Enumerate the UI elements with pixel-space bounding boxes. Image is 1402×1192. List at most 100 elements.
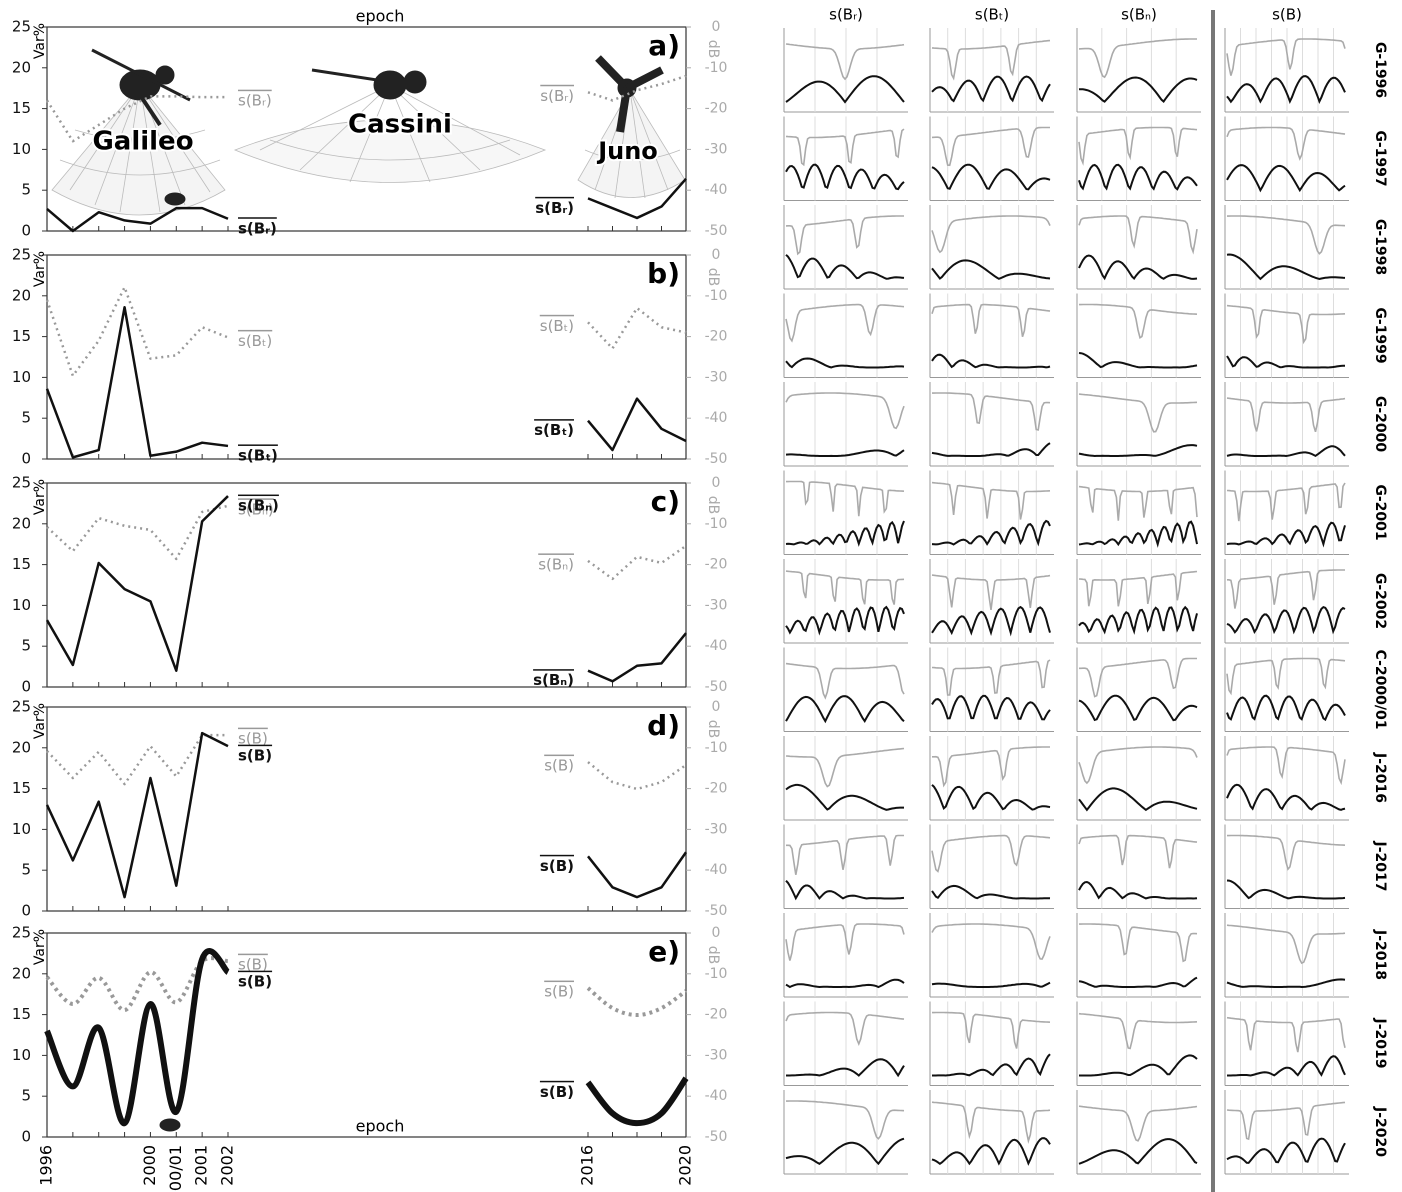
series-line — [47, 287, 228, 376]
thumbnail — [930, 648, 1054, 732]
y-tick-label: 15 — [12, 99, 31, 117]
thumbnail — [784, 382, 908, 466]
thumb-curve-gray — [1227, 483, 1345, 521]
thumbnail — [930, 1002, 1054, 1086]
y2-tick-label: -40 — [705, 182, 728, 198]
thumb-curve-gray — [932, 305, 1050, 337]
thumbnail — [1077, 471, 1201, 555]
thumb-curve-gray — [1227, 747, 1345, 783]
y-tick-label: 5 — [21, 181, 31, 199]
y-axis-label: Var% — [32, 929, 48, 965]
y2-tick-label: -40 — [705, 862, 728, 878]
thumb-curve-gray — [1079, 572, 1197, 607]
row-label: G-1996 — [1372, 42, 1388, 98]
thumb-curve-black — [1079, 165, 1197, 189]
y-axis-label: Var% — [32, 251, 48, 287]
thumbnail — [1225, 382, 1349, 466]
thumb-curve-black — [932, 77, 1050, 101]
series-label: s(B) — [238, 956, 268, 974]
row-label: G-2002 — [1372, 573, 1388, 629]
row-label: G-1997 — [1372, 130, 1388, 186]
y-tick-label: 20 — [12, 964, 31, 982]
thumbnail — [1077, 294, 1201, 378]
thumb-curve-black — [786, 1139, 904, 1164]
series-label: s(Bₜ) — [540, 317, 574, 335]
thumbnail — [1077, 913, 1201, 997]
thumb-curve-gray — [932, 836, 1050, 872]
thumb-curve-black — [1079, 1055, 1197, 1075]
y-tick-label: 15 — [12, 779, 31, 797]
y2-tick-label: 0 — [712, 699, 721, 715]
series-label: s(B) — [540, 857, 574, 875]
thumb-curve-gray — [1079, 1106, 1197, 1141]
thumb-curve-black — [1079, 1139, 1197, 1164]
row-label: J-2016 — [1372, 752, 1388, 803]
thumb-curve-gray — [1079, 659, 1197, 697]
thumb-curve-gray — [786, 664, 904, 698]
thumb-curve-gray — [786, 129, 904, 165]
thumb-curve-black — [1227, 356, 1345, 368]
y2-tick-label: 0 — [712, 247, 721, 263]
panel-label: b) — [647, 257, 680, 290]
thumbnail — [930, 913, 1054, 997]
y-axis-label: Var% — [32, 23, 48, 59]
thumb-curve-gray — [1227, 659, 1345, 694]
x-tick-label: 2001 — [192, 1145, 211, 1186]
y2-tick-label: -40 — [705, 410, 728, 426]
spacecraft-label: Galileo — [92, 127, 193, 157]
y2-axis-label: dB — [705, 496, 721, 515]
thumb-curve-gray — [1079, 836, 1197, 869]
thumbnail — [930, 28, 1054, 112]
y-tick-label: 0 — [21, 678, 31, 696]
thumb-curve-gray — [786, 836, 904, 875]
thumb-curve-gray — [786, 924, 904, 961]
thumb-curve-black — [786, 1059, 904, 1075]
y-tick-label: 0 — [21, 222, 31, 240]
thumbnail — [784, 736, 908, 820]
y-tick-label: 10 — [12, 596, 31, 614]
thumbnail — [1077, 648, 1201, 732]
thumbnail — [784, 294, 908, 378]
thumbnail — [1225, 736, 1349, 820]
y2-tick-label: 0 — [712, 19, 721, 35]
series-line — [588, 308, 686, 348]
thumb-curve-gray — [786, 305, 904, 341]
thumb-curve-gray — [1227, 925, 1345, 963]
series-label: s(B) — [544, 983, 574, 1001]
thumbnail — [784, 825, 908, 909]
thumb-curve-black — [1227, 76, 1345, 102]
series-label: s(Bₜ) — [238, 446, 278, 464]
y2-tick-label: -30 — [705, 821, 728, 837]
thumb-curve-gray — [932, 128, 1050, 166]
thumb-curve-gray — [932, 1013, 1050, 1049]
thumbnail — [1077, 736, 1201, 820]
y-tick-label: 15 — [12, 1005, 31, 1023]
thumbnail — [784, 1090, 908, 1174]
thumbnail — [1225, 205, 1349, 289]
thumbnail — [1077, 1002, 1201, 1086]
thumbnail — [1077, 1090, 1201, 1174]
y2-tick-label: -30 — [705, 597, 728, 613]
thumb-curve-black — [932, 1138, 1050, 1164]
thumb-curve-black — [932, 355, 1050, 368]
thumb-curve-black — [786, 521, 904, 544]
y2-tick-label: -30 — [705, 141, 728, 157]
thumb-curve-black — [1079, 522, 1197, 545]
thumb-curve-black — [1079, 696, 1197, 720]
thumb-curve-black — [932, 785, 1050, 810]
panel-label: a) — [648, 29, 680, 62]
row-label: G-1999 — [1372, 307, 1388, 363]
row-label: J-2018 — [1372, 929, 1388, 980]
thumb-curve-gray — [786, 749, 904, 787]
series-label: s(Bᵣ) — [238, 219, 277, 237]
thumb-curve-black — [1079, 978, 1197, 987]
thumb-curve-black — [932, 521, 1050, 545]
thumb-curve-black — [1079, 607, 1197, 632]
thumbnail — [930, 825, 1054, 909]
series-label: s(B) — [238, 973, 272, 991]
thumb-curve-gray — [1227, 570, 1345, 609]
thumb-curve-gray — [1079, 39, 1197, 77]
y-tick-label: 0 — [21, 902, 31, 920]
y-tick-label: 15 — [12, 327, 31, 345]
plot-frame — [47, 255, 686, 459]
